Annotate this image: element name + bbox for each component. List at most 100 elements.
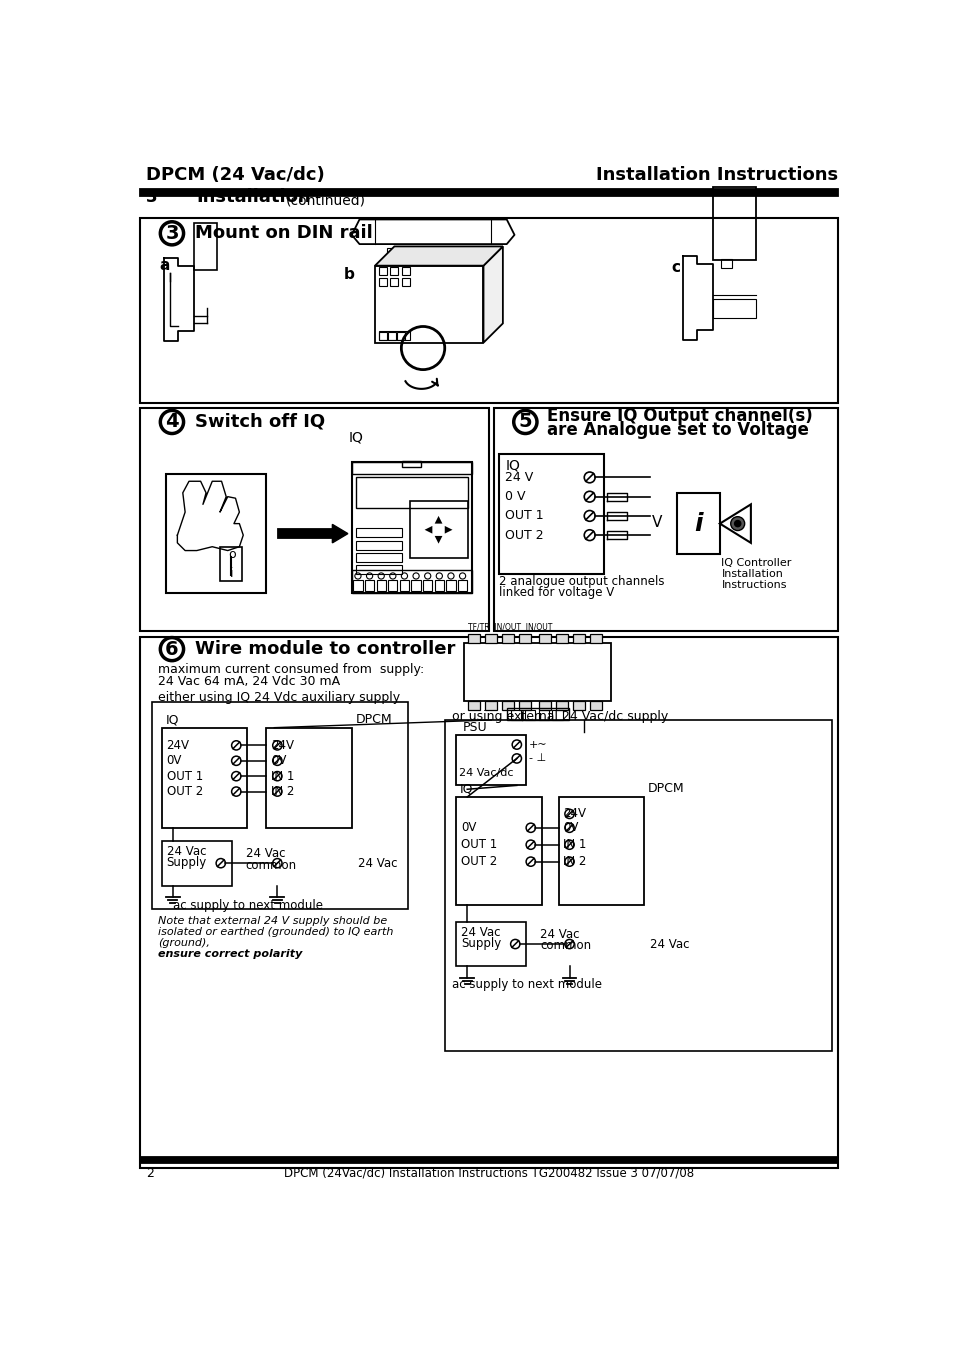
Bar <box>375 265 483 343</box>
Bar <box>193 223 216 269</box>
Text: (continued): (continued) <box>286 194 366 209</box>
Text: IQ: IQ <box>459 783 474 795</box>
Text: IN 1: IN 1 <box>562 838 586 852</box>
Text: 5: 5 <box>518 413 532 432</box>
Bar <box>720 259 732 268</box>
Text: Installation Instructions: Installation Instructions <box>595 167 837 184</box>
Bar <box>266 727 352 827</box>
Text: either using IQ 24 Vdc auxiliary supply: either using IQ 24 Vdc auxiliary supply <box>158 691 399 704</box>
Bar <box>590 701 601 709</box>
Bar <box>278 529 332 539</box>
Bar <box>220 547 241 581</box>
Text: common: common <box>245 858 296 872</box>
Bar <box>410 501 468 558</box>
Text: IQ: IQ <box>348 431 363 444</box>
Bar <box>435 580 443 592</box>
Text: 0V: 0V <box>460 822 476 834</box>
Bar <box>140 408 488 631</box>
Text: are Analogue set to Voltage: are Analogue set to Voltage <box>546 421 808 440</box>
Bar <box>140 188 837 196</box>
Text: 2: 2 <box>146 1167 154 1179</box>
Bar <box>152 703 407 909</box>
Bar <box>378 332 410 340</box>
Text: ac supply to next module: ac supply to next module <box>173 899 323 913</box>
Text: ensure correct polarity: ensure correct polarity <box>158 949 302 960</box>
Text: 4: 4 <box>165 413 178 432</box>
Bar <box>538 701 550 709</box>
Text: 24 Vac/dc: 24 Vac/dc <box>459 768 514 777</box>
Polygon shape <box>424 525 432 533</box>
Text: OUT 2: OUT 2 <box>505 528 543 542</box>
Bar <box>376 580 385 592</box>
Text: Note that external 24 V supply should be: Note that external 24 V supply should be <box>158 917 387 926</box>
Text: +~: +~ <box>529 739 547 750</box>
Bar <box>140 218 837 402</box>
Bar <box>140 636 837 1169</box>
Bar <box>378 278 386 286</box>
Bar <box>355 552 402 562</box>
Bar <box>501 701 513 709</box>
Bar <box>590 634 601 643</box>
Bar <box>510 709 521 720</box>
Text: V: V <box>651 516 661 531</box>
Bar <box>162 727 247 827</box>
Polygon shape <box>444 525 452 533</box>
Bar <box>378 332 386 340</box>
Bar <box>352 462 472 593</box>
Bar <box>355 565 402 574</box>
Text: 24 Vac 64 mA, 24 Vdc 30 mA: 24 Vac 64 mA, 24 Vdc 30 mA <box>158 676 340 688</box>
Bar <box>386 248 395 255</box>
Bar <box>388 580 397 592</box>
Bar <box>399 580 409 592</box>
Bar <box>444 720 831 1051</box>
Text: DPCM (24Vac/dc) Installation Instructions TG200482 Issue 3 07/07/08: DPCM (24Vac/dc) Installation Instruction… <box>284 1167 693 1179</box>
Bar <box>422 580 432 592</box>
Bar <box>501 634 513 643</box>
Text: OUT 2: OUT 2 <box>167 785 203 798</box>
Text: maximum current consumed from  supply:: maximum current consumed from supply: <box>158 663 424 676</box>
Text: Supply: Supply <box>460 937 500 951</box>
Bar <box>390 278 397 286</box>
Polygon shape <box>435 536 442 543</box>
Bar <box>402 267 410 275</box>
Bar <box>162 841 232 886</box>
Bar <box>712 187 755 260</box>
Bar <box>402 278 410 286</box>
Bar <box>390 267 397 275</box>
Text: IN 2: IN 2 <box>271 785 294 798</box>
Bar <box>355 540 402 550</box>
Text: 2 analogue output channels: 2 analogue output channels <box>498 575 664 588</box>
Text: Installation: Installation <box>196 188 311 206</box>
Text: 0V: 0V <box>167 754 182 768</box>
Bar <box>494 408 837 631</box>
Text: o: o <box>228 548 235 561</box>
Text: Ensure IQ Output channel(s): Ensure IQ Output channel(s) <box>546 406 812 425</box>
Text: OUT 1: OUT 1 <box>505 509 543 523</box>
Bar <box>573 634 584 643</box>
Bar <box>355 478 468 508</box>
Text: i: i <box>230 567 233 580</box>
Text: 0V: 0V <box>562 822 578 834</box>
Text: linked for voltage V: linked for voltage V <box>498 586 614 598</box>
Bar <box>355 528 402 538</box>
Circle shape <box>730 517 744 531</box>
Text: IN 1: IN 1 <box>271 769 294 783</box>
Bar <box>456 735 525 785</box>
Bar <box>402 462 421 467</box>
Circle shape <box>734 520 740 527</box>
Polygon shape <box>483 246 502 343</box>
Text: Installation: Installation <box>720 569 782 580</box>
Text: isolated or earthed (grounded) to IQ earth: isolated or earthed (grounded) to IQ ear… <box>158 927 393 937</box>
Text: IQ: IQ <box>505 458 519 473</box>
Bar <box>140 1158 837 1163</box>
Text: DPCM: DPCM <box>647 783 683 795</box>
Bar <box>538 634 550 643</box>
Text: 24 Vac: 24 Vac <box>167 845 206 857</box>
Text: (ground),: (ground), <box>158 938 210 948</box>
Text: a: a <box>159 259 170 274</box>
Text: OUT 1: OUT 1 <box>167 769 203 783</box>
Bar <box>468 634 479 643</box>
Bar <box>573 701 584 709</box>
Text: i: i <box>693 512 701 536</box>
Text: c: c <box>670 260 679 275</box>
